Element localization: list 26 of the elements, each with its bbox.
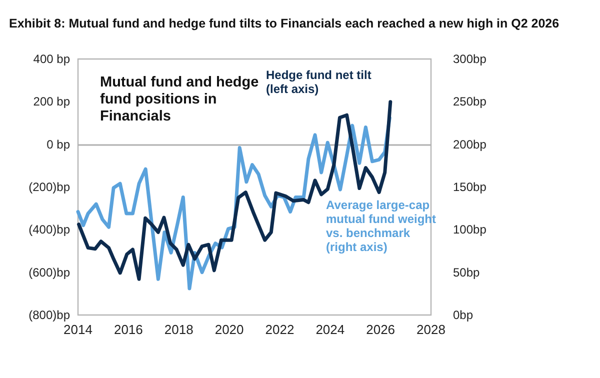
- annotation: Mutual fund and hedge fund positions in Financials: [100, 74, 263, 124]
- y-tick-label: (400)bp: [28, 222, 70, 237]
- y-tick-label: (600)bp: [28, 265, 70, 280]
- y2-tick-label: 150bp: [453, 180, 487, 194]
- x-tick-label: 2024: [316, 322, 345, 337]
- y2-tick-label: 100bp: [453, 222, 487, 237]
- x-tick-label: 2022: [265, 322, 294, 337]
- x-tick-label: 2018: [164, 322, 194, 337]
- y2-tick-label: 200bp: [453, 137, 487, 152]
- series-label: Hedge fund net tilt (left axis): [266, 68, 375, 96]
- y-tick-label: 200 bp: [33, 94, 70, 109]
- x-tick-label: 2014: [64, 322, 92, 337]
- chart-title: Exhibit 8: Mutual fund and hedge fund tilts to Financials each reached a new high in Q2 2026: [9, 16, 560, 30]
- y2-tick-label: 250bp: [453, 94, 487, 109]
- y2-tick-label: 300bp: [453, 52, 487, 66]
- y-tick-label: 0 bp: [46, 137, 70, 152]
- series-label: Average large-cap mutual fund weight vs. benchmark (right axis): [326, 198, 440, 254]
- y-tick-label: (200)bp: [28, 180, 70, 194]
- y2-tick-label: 50bp: [453, 265, 480, 280]
- x-tick-label: 2026: [366, 322, 396, 337]
- x-tick-label: 2020: [214, 322, 244, 337]
- y2-tick-label: 0bp: [453, 308, 474, 322]
- x-tick-label: 2028: [416, 322, 446, 337]
- x-tick-label: 2016: [114, 322, 143, 337]
- y-tick-label: 400 bp: [33, 52, 70, 66]
- y-tick-label: (800)bp: [28, 308, 70, 322]
